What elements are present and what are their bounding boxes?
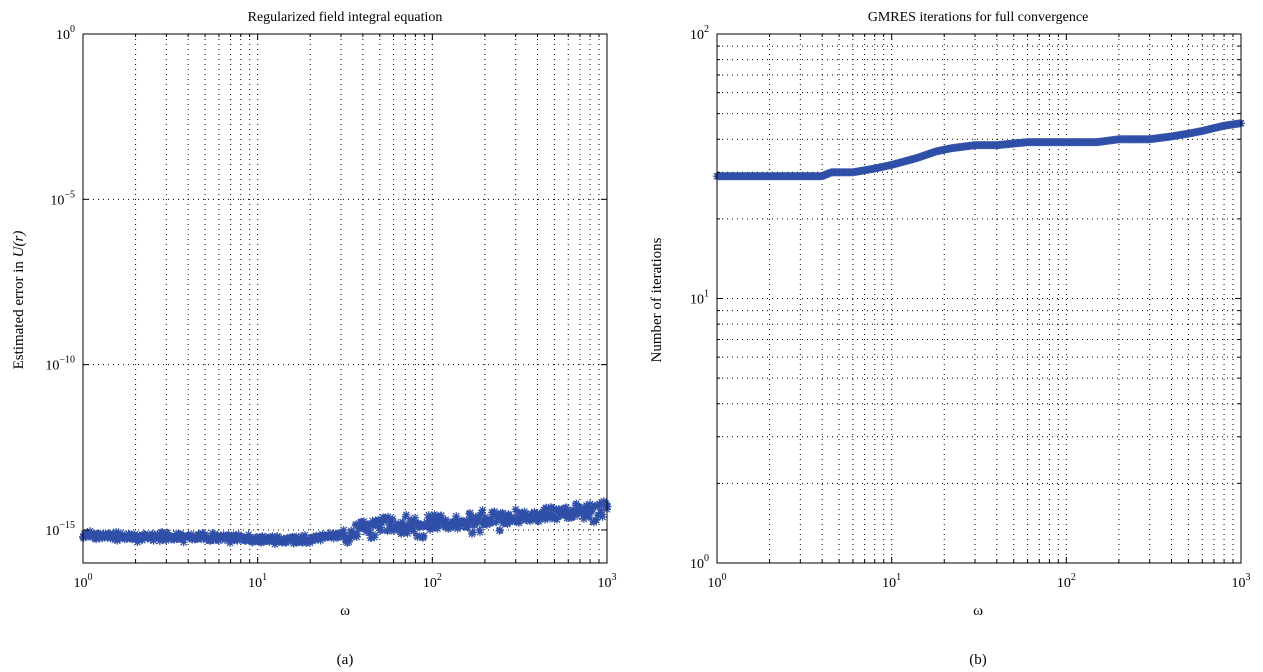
- y-tick-label: 100: [690, 553, 709, 572]
- data-point: [463, 523, 472, 532]
- data-point: [598, 512, 607, 521]
- panel-a-grid: [83, 34, 607, 563]
- data-point: [419, 531, 428, 540]
- x-tick-label: 103: [1232, 572, 1251, 591]
- panel-a: Regularized field integral equation 100 1…: [11, 10, 617, 668]
- panel-a-axes-frame: [82, 33, 608, 564]
- x-tick-label: 103: [598, 572, 617, 591]
- data-point: [433, 524, 442, 533]
- panel-a-x-tick-labels: 100 101 102 103: [74, 572, 617, 591]
- panel-b: GMRES iterations for full convergence 10…: [649, 10, 1251, 668]
- y-tick-label: 101: [690, 289, 709, 308]
- data-point: [339, 525, 348, 534]
- panel-a-y-tick-labels: 100 10−5 10−10 10−15: [45, 24, 75, 539]
- x-tick-label: 101: [882, 572, 901, 591]
- data-point: [603, 502, 612, 511]
- x-tick-label: 102: [423, 572, 442, 591]
- panel-b-panel-label: (b): [969, 652, 987, 668]
- panel-a-title: Regularized field integral equation: [248, 10, 443, 25]
- panel-a-ticks: [82, 33, 607, 563]
- y-tick-label: 100: [56, 24, 75, 43]
- x-tick-label: 100: [708, 572, 727, 591]
- data-point: [496, 525, 505, 534]
- panel-a-y-label: Estimated error in U(r): [11, 231, 27, 370]
- y-tick-label: 102: [690, 24, 709, 43]
- data-point: [468, 528, 477, 537]
- panel-b-grid: [717, 34, 1241, 563]
- y-tick-label: 10−10: [45, 355, 75, 374]
- x-tick-label: 101: [248, 572, 267, 591]
- panel-a-panel-label: (a): [337, 652, 354, 668]
- panel-b-x-tick-labels: 100 101 102 103: [708, 572, 1251, 591]
- data-point: [478, 506, 487, 515]
- x-tick-label: 102: [1057, 572, 1076, 591]
- panel-b-x-label: ω: [973, 603, 983, 619]
- data-point: [541, 515, 550, 524]
- panel-a-y-label-prefix: Estimated error in: [11, 257, 27, 369]
- panel-b-y-label: Number of iterations: [649, 237, 665, 362]
- panel-b-title: GMRES iterations for full convergence: [868, 10, 1089, 25]
- data-point: [402, 510, 411, 519]
- panel-a-y-label-math: U(r): [11, 231, 27, 258]
- data-point: [388, 514, 397, 523]
- panel-b-y-tick-labels: 102 101 100: [690, 24, 709, 572]
- data-point: [476, 528, 485, 537]
- y-tick-label: 10−15: [45, 520, 75, 539]
- panel-a-x-label: ω: [340, 603, 350, 619]
- x-tick-label: 100: [74, 572, 93, 591]
- panel-a-markers: [79, 497, 612, 549]
- y-tick-label: 10−5: [50, 189, 75, 208]
- data-point: [466, 508, 475, 517]
- panel-b-markers: [713, 119, 1245, 181]
